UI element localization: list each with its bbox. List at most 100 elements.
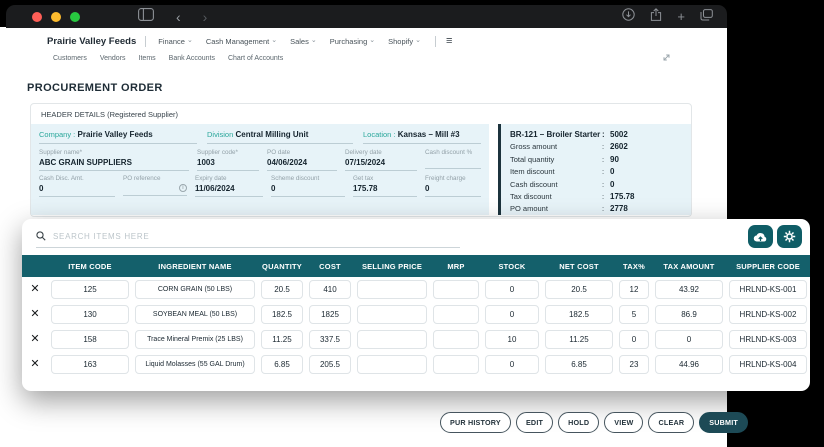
- cash-disc-amt-input[interactable]: 0: [39, 183, 115, 197]
- cost-cell[interactable]: 205.5: [309, 355, 351, 374]
- tax-pct-cell[interactable]: 5: [619, 305, 649, 324]
- menu-purchasing[interactable]: Purchasing ⌄: [329, 37, 376, 46]
- tax-pct-cell[interactable]: 12: [619, 280, 649, 299]
- net-cost-cell[interactable]: 6.85: [545, 355, 613, 374]
- get-tax-input[interactable]: 175.78: [353, 183, 417, 197]
- quantity-cell[interactable]: 11.25: [261, 330, 303, 349]
- delete-row-icon[interactable]: ✕: [30, 358, 40, 370]
- expiry-date-input[interactable]: 11/06/2024: [195, 183, 263, 197]
- tax-amount-cell[interactable]: 44.96: [655, 355, 723, 374]
- ingredient-name-cell[interactable]: SOYBEAN MEAL (50 LBS): [135, 305, 255, 324]
- view-button[interactable]: VIEW: [604, 412, 644, 434]
- minimize-window-button[interactable]: [51, 11, 61, 22]
- supplier-code-cell[interactable]: HRLND-KS-004: [729, 355, 807, 374]
- downloads-icon[interactable]: [622, 7, 636, 26]
- ingredient-name-cell[interactable]: CORN GRAIN (50 LBS): [135, 280, 255, 299]
- hold-button[interactable]: HOLD: [558, 412, 600, 434]
- delete-row-icon[interactable]: ✕: [30, 308, 40, 320]
- delivery-date-input[interactable]: 07/15/2024: [345, 157, 417, 171]
- col-item-code: ITEM CODE: [68, 261, 112, 271]
- stock-cell[interactable]: 0: [485, 355, 539, 374]
- item-code-cell[interactable]: 125: [51, 280, 129, 299]
- tax-amount-cell[interactable]: 86.9: [655, 305, 723, 324]
- search-items-input[interactable]: [53, 232, 460, 241]
- expand-icon[interactable]: [661, 50, 672, 68]
- app-subnav: Customers Vendors Items Bank Accounts Ch…: [53, 55, 283, 62]
- item-code-cell[interactable]: 163: [51, 355, 129, 374]
- page-title: PROCUREMENT ORDER: [27, 82, 163, 94]
- subnav-chart-of-accounts[interactable]: Chart of Accounts: [227, 55, 284, 62]
- delete-row-icon[interactable]: ✕: [30, 333, 40, 345]
- hamburger-menu-icon[interactable]: ≡: [446, 35, 453, 47]
- supplier-code-cell[interactable]: HRLND-KS-003: [729, 330, 807, 349]
- cost-cell[interactable]: 1825: [309, 305, 351, 324]
- cost-cell[interactable]: 337.5: [309, 330, 351, 349]
- quantity-cell[interactable]: 182.5: [261, 305, 303, 324]
- forward-icon[interactable]: ›: [202, 8, 208, 25]
- item-code-cell[interactable]: 158: [51, 330, 129, 349]
- mrp-cell[interactable]: [433, 355, 479, 374]
- menu-cash-management[interactable]: Cash Management ⌄: [205, 37, 278, 46]
- stock-cell[interactable]: 0: [485, 305, 539, 324]
- supplier-code-cell[interactable]: HRLND-KS-002: [729, 305, 807, 324]
- po-reference-input[interactable]: i: [123, 183, 187, 196]
- submit-button[interactable]: SUBMIT: [699, 412, 748, 434]
- summary-gross-amount: Gross amount:2602: [510, 142, 628, 152]
- new-tab-icon[interactable]: +: [677, 9, 685, 24]
- tax-amount-cell[interactable]: 43.92: [655, 280, 723, 299]
- po-reference-field: PO reference i: [123, 173, 187, 197]
- net-cost-cell[interactable]: 182.5: [545, 305, 613, 324]
- info-icon[interactable]: i: [179, 184, 187, 192]
- cost-cell[interactable]: 410: [309, 280, 351, 299]
- close-window-button[interactable]: [32, 11, 42, 22]
- zoom-window-button[interactable]: [70, 11, 80, 22]
- subnav-vendors[interactable]: Vendors: [99, 55, 126, 62]
- selling-price-cell[interactable]: [357, 305, 427, 324]
- menu-sales[interactable]: Sales ⌄: [290, 37, 317, 46]
- subnav-bank-accounts[interactable]: Bank Accounts: [168, 55, 215, 62]
- menu-shopify[interactable]: Shopify ⌄: [388, 37, 422, 46]
- stock-cell[interactable]: 10: [485, 330, 539, 349]
- menu-finance[interactable]: Finance ⌄: [158, 37, 193, 46]
- selling-price-cell[interactable]: [357, 355, 427, 374]
- gear-button[interactable]: [777, 225, 802, 248]
- back-icon[interactable]: ‹: [176, 8, 181, 25]
- mrp-cell[interactable]: [433, 280, 479, 299]
- delete-row-icon[interactable]: ✕: [30, 283, 40, 295]
- supplier-name-input[interactable]: ABC GRAIN SUPPLIERS: [39, 157, 189, 171]
- selling-price-cell[interactable]: [357, 330, 427, 349]
- sidebar-toggle-icon[interactable]: [138, 7, 154, 26]
- ingredient-name-cell[interactable]: Trace Mineral Premix (25 LBS): [135, 330, 255, 349]
- supplier-code-input[interactable]: 1003: [197, 157, 259, 171]
- net-cost-cell[interactable]: 11.25: [545, 330, 613, 349]
- order-summary-panel: BR-121 – Broiler Starter:5002 Gross amou…: [498, 124, 691, 215]
- mrp-cell[interactable]: [433, 305, 479, 324]
- tax-amount-cell[interactable]: 0: [655, 330, 723, 349]
- po-date-input[interactable]: 04/06/2024: [267, 157, 337, 171]
- cash-discount-pct-input[interactable]: [425, 157, 481, 169]
- freight-charge-input[interactable]: 0: [425, 183, 481, 197]
- tab-overview-icon[interactable]: [700, 8, 713, 26]
- tax-pct-cell[interactable]: 23: [619, 355, 649, 374]
- ingredient-name-cell[interactable]: Liquid Molasses (55 GAL Drum): [135, 355, 255, 374]
- tax-pct-cell[interactable]: 0: [619, 330, 649, 349]
- mrp-cell[interactable]: [433, 330, 479, 349]
- header-fields-panel: Company : Prairie Valley Feeds Division …: [31, 124, 489, 215]
- summary-po-amount: PO amount:2778: [510, 204, 628, 214]
- selling-price-cell[interactable]: [357, 280, 427, 299]
- subnav-items[interactable]: Items: [138, 55, 156, 62]
- supplier-code-cell[interactable]: HRLND-KS-001: [729, 280, 807, 299]
- item-code-cell[interactable]: 130: [51, 305, 129, 324]
- quantity-cell[interactable]: 20.5: [261, 280, 303, 299]
- col-quantity: QUANTITY: [262, 261, 302, 271]
- scheme-discount-input[interactable]: 0: [271, 183, 345, 197]
- cloud-upload-button[interactable]: [748, 225, 773, 248]
- edit-button[interactable]: EDIT: [515, 412, 554, 434]
- quantity-cell[interactable]: 6.85: [261, 355, 303, 374]
- subnav-customers[interactable]: Customers: [53, 55, 87, 62]
- stock-cell[interactable]: 0: [485, 280, 539, 299]
- share-icon[interactable]: [650, 7, 662, 26]
- net-cost-cell[interactable]: 20.5: [545, 280, 613, 299]
- pur-history-button[interactable]: PUR HISTORY: [440, 412, 511, 434]
- clear-button[interactable]: CLEAR: [648, 412, 695, 434]
